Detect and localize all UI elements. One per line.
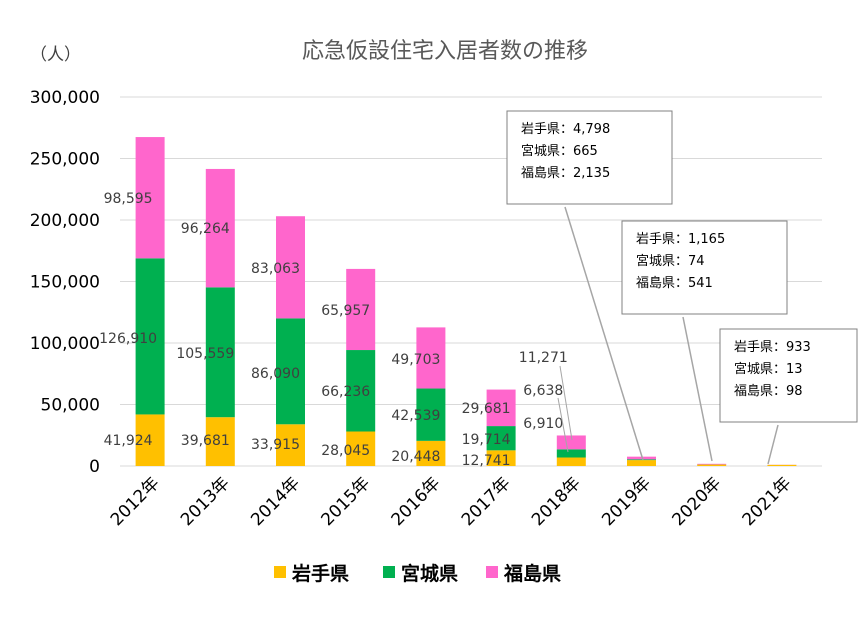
bar-fukushima bbox=[486, 389, 516, 427]
chart-title: 応急仮設住宅入居者数の推移 bbox=[302, 39, 588, 64]
callout-text: 宮城県：74 bbox=[636, 253, 705, 269]
data-label: 33,915 bbox=[251, 437, 300, 453]
data-label: 66,236 bbox=[321, 384, 370, 400]
y-tick-label: 50,000 bbox=[41, 396, 100, 416]
data-label: 96,264 bbox=[181, 221, 230, 237]
callout-box bbox=[621, 220, 788, 315]
callout-box bbox=[719, 328, 858, 423]
bar-iwate bbox=[135, 414, 165, 466]
data-label: 41,924 bbox=[104, 433, 153, 449]
x-tick-label: 2013年 bbox=[177, 473, 234, 530]
legend-swatch bbox=[486, 566, 498, 578]
bar-miyagi bbox=[135, 258, 165, 415]
callout-text: 岩手県：4,798 bbox=[521, 122, 610, 137]
callout-text: 宮城県：13 bbox=[734, 361, 803, 377]
data-label: 98,595 bbox=[104, 191, 153, 207]
callout-text: 福島県：541 bbox=[636, 276, 713, 291]
callout-leader bbox=[564, 206, 644, 461]
data-label: 11,271 bbox=[519, 350, 568, 366]
bar-iwate bbox=[346, 431, 376, 466]
callouts: 岩手県：4,798 宮城県：665 福島県：2,135 岩手県：1,165 宮城県：74… bbox=[506, 110, 858, 465]
leader-line bbox=[557, 397, 569, 453]
data-label: 28,045 bbox=[321, 443, 370, 459]
data-label: 42,539 bbox=[391, 408, 440, 424]
callout-box bbox=[506, 110, 673, 205]
bar-iwate bbox=[205, 417, 235, 466]
bar-miyagi bbox=[556, 449, 586, 458]
legend-swatch bbox=[383, 566, 395, 578]
y-tick-label: 100,000 bbox=[30, 334, 100, 354]
leader-line bbox=[559, 365, 573, 441]
bar-fukushima bbox=[135, 137, 165, 259]
bar-fukushima bbox=[416, 327, 446, 389]
y-tick-label: 0 bbox=[89, 457, 100, 477]
legend: 岩手県 宮城県 福島県 bbox=[274, 562, 561, 585]
y-tick-label: 250,000 bbox=[30, 150, 100, 170]
x-tick-label: 2012年 bbox=[107, 473, 164, 530]
bar-fukushima bbox=[346, 268, 376, 351]
callout-leader bbox=[767, 424, 779, 465]
legend-entry: 福島県 bbox=[503, 562, 561, 585]
x-tick-label: 2018年 bbox=[528, 473, 585, 530]
data-label: 20,448 bbox=[391, 449, 440, 465]
data-label: 86,090 bbox=[251, 366, 300, 382]
legend-entry: 岩手県 bbox=[291, 562, 349, 585]
y-axis-unit-label: （人） bbox=[30, 45, 81, 65]
bar-fukushima bbox=[205, 168, 235, 288]
bars bbox=[135, 137, 797, 466]
legend-swatch bbox=[274, 566, 286, 578]
x-tick-label: 2021年 bbox=[739, 473, 796, 530]
data-label: 39,681 bbox=[181, 433, 230, 449]
data-label: 19,714 bbox=[462, 432, 511, 448]
data-label: 6,638 bbox=[523, 383, 563, 399]
bar-fukushima bbox=[556, 435, 586, 450]
data-label: 65,957 bbox=[321, 303, 370, 319]
bar-miyagi bbox=[627, 459, 656, 461]
callout-text: 宮城県：665 bbox=[521, 143, 598, 159]
bar-iwate bbox=[416, 440, 446, 466]
x-tick-label: 2015年 bbox=[317, 473, 374, 530]
data-label: 83,063 bbox=[251, 261, 300, 277]
data-label: 105,559 bbox=[176, 346, 234, 362]
bar-miyagi bbox=[486, 426, 516, 451]
x-axis-ticks: 2012年 2013年 2014年 2015年 2016年 2017年 2018年 2019年… bbox=[107, 473, 796, 530]
bar-fukushima bbox=[276, 216, 305, 319]
callout-text: 岩手県：1,165 bbox=[636, 232, 725, 247]
data-label: 6,910 bbox=[523, 416, 563, 432]
legend-entry: 宮城県 bbox=[401, 562, 458, 585]
bar-fukushima bbox=[697, 463, 727, 465]
callout-text: 福島県：2,135 bbox=[521, 166, 610, 181]
bar-iwate bbox=[627, 460, 656, 466]
bar-fukushima bbox=[627, 456, 656, 460]
x-tick-label: 2020年 bbox=[668, 473, 725, 530]
x-tick-label: 2017年 bbox=[458, 473, 515, 530]
bar-miyagi bbox=[346, 350, 376, 432]
callout-text: 福島県：98 bbox=[734, 384, 803, 399]
x-tick-label: 2014年 bbox=[247, 473, 304, 530]
data-label: 12,741 bbox=[462, 453, 511, 469]
bar-iwate bbox=[767, 464, 797, 466]
bar-iwate bbox=[276, 424, 305, 466]
x-tick-label: 2016年 bbox=[388, 473, 445, 530]
bar-miyagi bbox=[416, 388, 446, 441]
data-labels: 41,924 39,681 33,915 28,045 20,448 12,741 6,91… bbox=[99, 191, 573, 469]
gridlines bbox=[120, 96, 822, 467]
bar-iwate bbox=[697, 464, 727, 466]
x-tick-label: 2019年 bbox=[598, 473, 655, 530]
y-tick-label: 200,000 bbox=[30, 211, 100, 231]
bar-miyagi bbox=[276, 318, 305, 425]
bar-iwate bbox=[486, 450, 516, 466]
callout-leader bbox=[682, 316, 713, 462]
data-label: 29,681 bbox=[462, 401, 511, 417]
y-axis-ticks: 0 50,000 100,000 150,000 200,000 250,000 300,0… bbox=[30, 88, 100, 477]
bar-miyagi bbox=[205, 287, 235, 418]
callout-text: 岩手県：933 bbox=[734, 340, 811, 355]
y-tick-label: 150,000 bbox=[30, 273, 100, 293]
y-tick-label: 300,000 bbox=[30, 88, 100, 108]
data-label: 49,703 bbox=[391, 352, 440, 368]
data-label: 126,910 bbox=[99, 331, 157, 347]
bar-iwate bbox=[556, 457, 586, 466]
